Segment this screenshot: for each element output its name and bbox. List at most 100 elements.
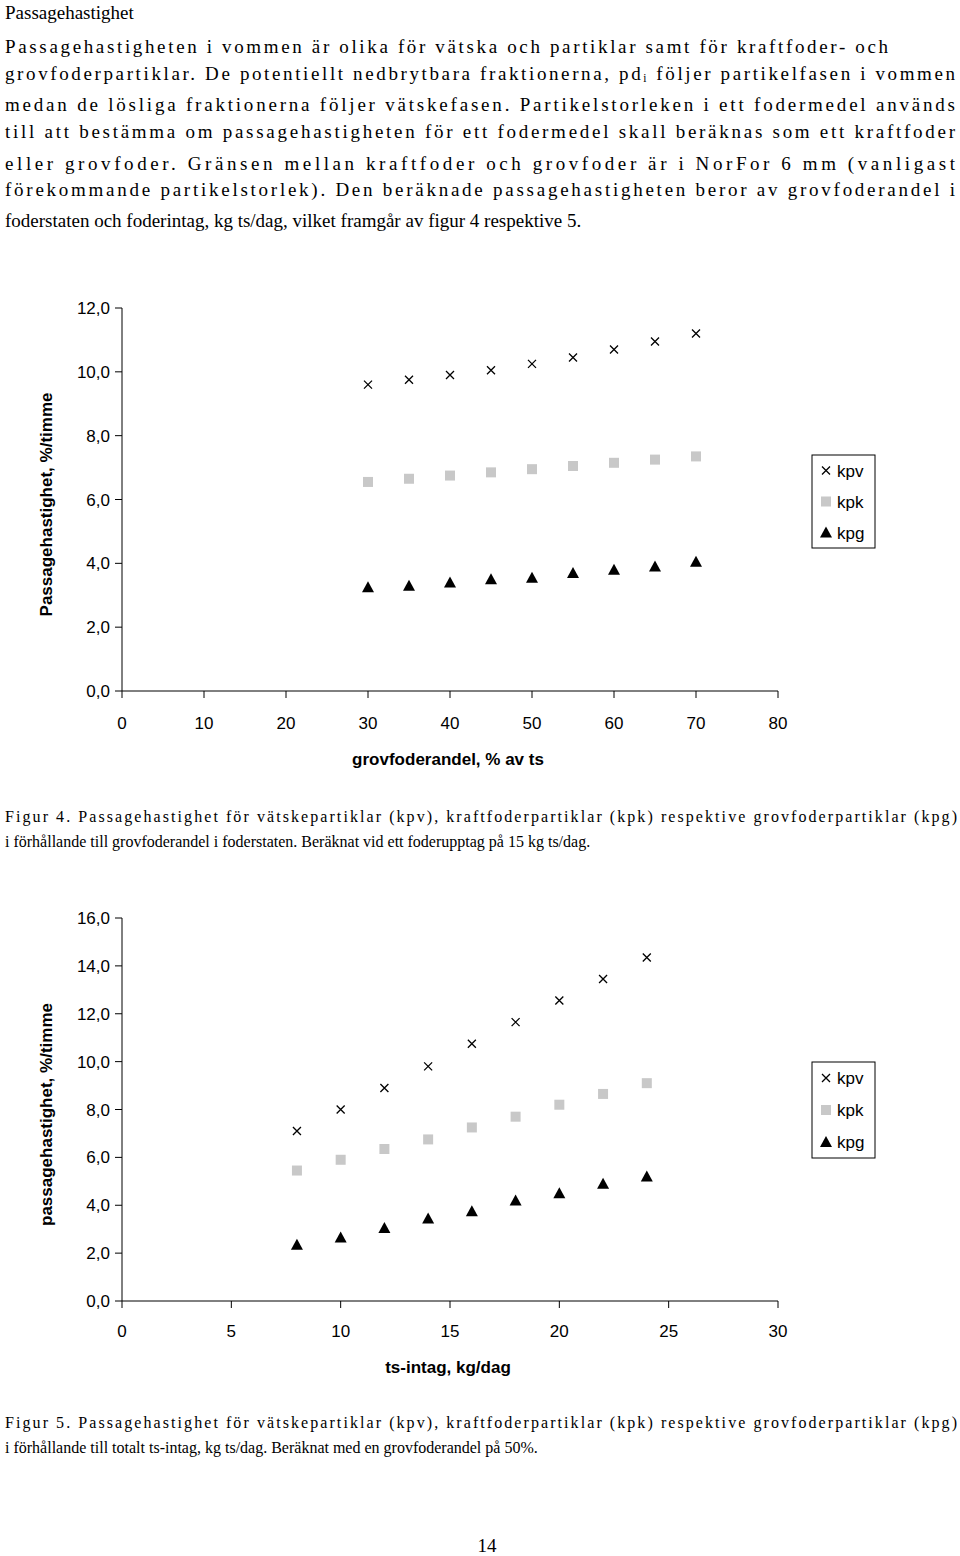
x-tick-label: 40 [441,714,460,733]
y-tick [115,1301,122,1302]
x-tick [614,691,615,698]
x-tick [778,691,779,698]
x-tick-label: 30 [359,714,378,733]
series [364,330,700,389]
chart: 0,02,04,06,08,010,012,001020304050607080… [37,299,875,769]
y-tick [115,1013,122,1014]
y-tick-label: 8,0 [86,1101,110,1120]
paragraph-line: Passagehastigheten i vommen är olika för… [5,36,889,57]
x-tick-label: 20 [550,1322,569,1341]
y-tick-label: 12,0 [77,1005,110,1024]
data-point [487,366,495,374]
paragraph-line: eller grovfoder. Gränsen mellan kraftfod… [5,153,956,175]
data-point [643,953,651,961]
x-tick-label: 0 [117,1322,126,1341]
data-point [446,371,454,379]
x-tick-label: 50 [523,714,542,733]
legend-box [812,455,875,548]
legend-label: kpk [837,493,864,512]
x-tick-label: 5 [227,1322,236,1341]
data-point [692,330,700,338]
data-point [362,581,374,592]
y-tick [115,691,122,692]
x-tick-label: 25 [659,1322,678,1341]
chart: 0,02,04,06,08,010,012,014,016,0051015202… [37,909,875,1377]
y-axis-label: Passagehastighet, %/timme [37,393,56,617]
data-point [293,1127,301,1135]
data-point [555,997,563,1005]
data-point [363,477,373,487]
y-tick [115,918,122,919]
legend-marker [820,1136,832,1147]
caption-line: i förhållande till grovfoderandel i fode… [5,833,590,851]
data-point [526,572,538,583]
x-tick [122,1301,123,1308]
x-axis-label: ts-intag, kg/dag [385,1358,511,1377]
caption-line: Figur 5. Passagehastighet för vätskepart… [5,1414,957,1432]
data-point [510,1194,522,1205]
y-tick-label: 0,0 [86,682,110,701]
x-tick [204,691,205,698]
data-point [405,376,413,384]
data-point [567,567,579,578]
x-tick-label: 10 [331,1322,350,1341]
data-point [528,360,536,368]
y-tick-label: 16,0 [77,909,110,928]
y-tick-label: 0,0 [86,1292,110,1311]
data-point [598,1089,608,1099]
y-tick [115,563,122,564]
data-point [650,455,660,465]
legend-marker [822,467,830,475]
data-point [422,1212,434,1223]
x-tick [532,691,533,698]
data-point [337,1106,345,1114]
y-tick-label: 8,0 [86,427,110,446]
y-tick [115,435,122,436]
x-tick [122,691,123,698]
y-tick [115,627,122,628]
legend-label: kpg [837,1133,864,1152]
x-tick [696,691,697,698]
legend-label: kpv [837,462,864,481]
data-point [379,1144,389,1154]
data-point [336,1155,346,1165]
legend-marker [820,527,832,538]
x-tick-label: 15 [441,1322,460,1341]
data-point [690,556,702,567]
y-tick-label: 6,0 [86,1148,110,1167]
y-tick-label: 14,0 [77,957,110,976]
paragraph-line: medan de lösliga fraktionerna följer vät… [5,94,955,115]
x-tick-label: 20 [277,714,296,733]
x-tick [778,1301,779,1308]
y-axis-label: passagehastighet, %/timme [37,1003,56,1226]
paragraph-line: foderstaten och foderintag, kg ts/dag, v… [5,210,581,231]
data-point [424,1062,432,1070]
data-point [486,467,496,477]
x-tick [668,1301,669,1308]
data-point [403,580,415,591]
x-tick-label: 60 [605,714,624,733]
legend-marker [821,1105,831,1115]
y-tick-label: 2,0 [86,618,110,637]
x-tick-label: 10 [195,714,214,733]
series [293,953,651,1135]
data-point [608,564,620,575]
paragraph-line: förekommande partikelstorlek). Den beräk… [5,179,955,201]
legend-label: kpg [837,524,864,543]
y-tick-label: 4,0 [86,554,110,573]
y-tick [115,1253,122,1254]
data-point [527,464,537,474]
data-point [364,381,372,389]
y-tick [115,1061,122,1062]
data-point [466,1205,478,1216]
legend-marker [821,497,831,507]
x-tick-label: 70 [687,714,706,733]
y-tick-label: 10,0 [77,363,110,382]
x-tick [450,1301,451,1308]
data-point [568,461,578,471]
data-point [444,576,456,587]
data-point [691,451,701,461]
y-tick-label: 12,0 [77,299,110,318]
data-point [378,1222,390,1233]
y-tick [115,499,122,500]
